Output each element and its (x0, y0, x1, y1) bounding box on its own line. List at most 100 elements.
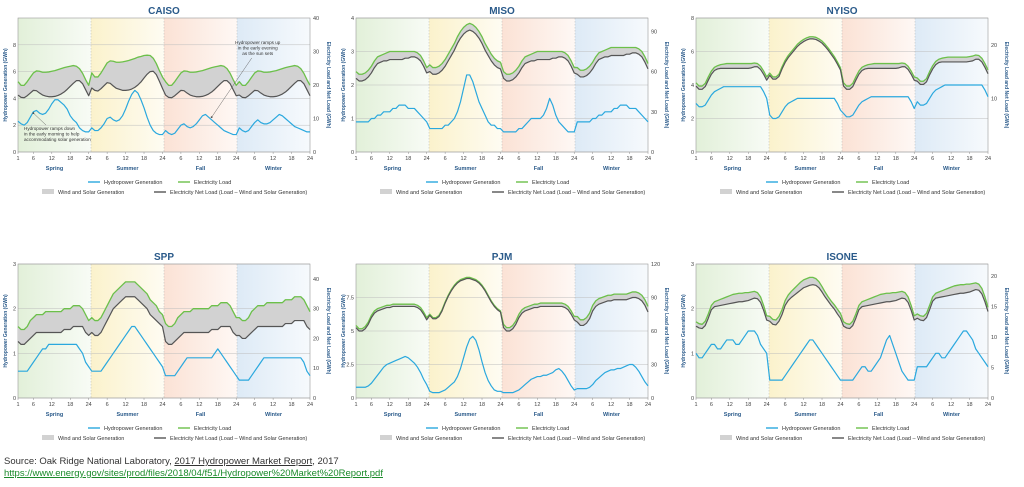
y-tick-label: 5 (351, 329, 354, 335)
y-axis-label: Hydropower Generation (GWh) (341, 48, 347, 122)
series-hydropower-line (18, 325, 311, 381)
legend-label-load: Electricity Load (532, 180, 569, 186)
season-label-fall: Fall (196, 166, 206, 172)
annotation-text: accommodating solar generation (24, 137, 91, 142)
series-wind-solar-area (356, 277, 648, 331)
season-label-winter: Winter (265, 412, 283, 418)
x-tick-label: 12 (461, 402, 467, 408)
chart-grid: CAISO 0 2 4 6 8 0 10 20 30 40 Hydropower Generation… (3, 4, 1016, 442)
x-tick-label: 6 (179, 402, 182, 408)
annotation-leader (211, 57, 252, 118)
x-tick-label: 24 (424, 402, 430, 408)
x-tick-label: 18 (479, 156, 485, 162)
season-label-summer: Summer (454, 412, 477, 418)
x-tick-label: 6 (710, 402, 713, 408)
x-tick-label: 24 (497, 156, 503, 162)
x-tick-label: 18 (819, 156, 825, 162)
y-axis-label: Hydropower Generation (GWh) (3, 294, 9, 368)
x-tick-label: 24 (764, 156, 770, 162)
y2-axis-label: Electricity Load and Net Load (GWh) (1003, 42, 1009, 129)
chart-miso: MISO 0 1 2 3 4 0 30 60 90 Hydropower Generation (G… (341, 4, 676, 214)
x-tick-label: 6 (444, 156, 447, 162)
y-tick-label: 2 (351, 83, 354, 89)
legend-label-load: Electricity Load (872, 180, 909, 186)
x-tick-label: 1 (16, 156, 19, 162)
series-hydropower-line (356, 74, 649, 133)
x-tick-label: 6 (179, 156, 182, 162)
y2-tick-label: 10 (991, 335, 997, 341)
annotation-text: Hydropower ramps up (235, 40, 281, 45)
y-tick-label: 3 (691, 262, 694, 268)
x-tick-label: 6 (106, 156, 109, 162)
y2-tick-label: 30 (651, 110, 657, 116)
x-tick-label: 18 (405, 156, 411, 162)
series-hydropower-line (17, 89, 310, 136)
y-tick-label: 8 (691, 16, 694, 22)
y-tick-label: 2 (691, 117, 694, 123)
annotation-leader (33, 112, 47, 126)
y-tick-label: 6 (13, 70, 16, 76)
annotation-point (210, 116, 213, 119)
series-net-load-line (17, 296, 311, 346)
series-net-load-line (355, 29, 649, 82)
x-tick-label: 12 (270, 156, 276, 162)
y2-tick-label: 10 (991, 96, 997, 102)
y-tick-label: 3 (13, 262, 16, 268)
x-tick-label: 6 (370, 156, 373, 162)
x-tick-label: 12 (387, 156, 393, 162)
y2-tick-label: 20 (313, 336, 319, 342)
series-hydropower-line (695, 330, 989, 381)
x-tick-label: 12 (123, 402, 129, 408)
y2-tick-label: 30 (651, 363, 657, 369)
legend: Hydropower Generation Electricity Load Win… (42, 426, 307, 442)
y2-axis-label: Electricity Load and Net Load (GWh) (663, 288, 669, 375)
x-tick-label: 18 (405, 402, 411, 408)
legend-label-netload: Electricity Net Load (Load – Wind and So… (848, 436, 985, 442)
source-url-link[interactable]: https://www.energy.gov/sites/prod/files/… (4, 468, 383, 479)
x-tick-label: 18 (288, 402, 294, 408)
chart-title: ISONE (826, 252, 857, 263)
legend-label-fill: Wind and Solar Generation (58, 436, 124, 442)
y2-axis-label: Electricity Load and Net Load (GWh) (1003, 288, 1009, 375)
y-tick-label: 0 (691, 150, 694, 156)
x-tick-label: 12 (196, 156, 202, 162)
x-tick-label: 1 (694, 156, 697, 162)
chart-title: MISO (489, 6, 515, 17)
series-net-load-line (355, 277, 649, 332)
y-tick-label: 4 (351, 16, 354, 22)
season-label-spring: Spring (724, 412, 741, 418)
season-label-spring: Spring (724, 166, 741, 172)
x-tick-label: 12 (196, 402, 202, 408)
y2-tick-label: 20 (991, 43, 997, 49)
x-tick-label: 24 (985, 156, 991, 162)
season-label-fall: Fall (874, 412, 884, 418)
season-band-fall (842, 264, 915, 398)
x-tick-label: 18 (67, 156, 73, 162)
x-tick-label: 18 (67, 402, 73, 408)
chart-title: CAISO (148, 6, 180, 17)
season-label-fall: Fall (534, 412, 544, 418)
y-tick-label: 4 (691, 83, 694, 89)
chart-title: SPP (154, 252, 174, 263)
x-tick-label: 12 (948, 402, 954, 408)
x-tick-label: 6 (444, 402, 447, 408)
x-tick-label: 12 (801, 402, 807, 408)
legend-label-fill: Wind and Solar Generation (396, 436, 462, 442)
x-tick-label: 18 (141, 156, 147, 162)
y2-tick-label: 5 (991, 366, 994, 372)
x-tick-label: 1 (354, 402, 357, 408)
legend-label-fill: Wind and Solar Generation (58, 190, 124, 196)
y-tick-label: 2.5 (346, 363, 354, 369)
source-prefix: Source: Oak Ridge National Laboratory, (4, 456, 175, 467)
season-label-spring: Spring (46, 166, 63, 172)
source-report-title: 2017 Hydropower Market Report (174, 456, 313, 467)
chart-nyiso: NYISO 0 2 4 6 8 10 20 Hydropower Generation (GWh… (681, 4, 1016, 214)
series-net-load-line (695, 38, 989, 90)
x-tick-label: 24 (233, 402, 239, 408)
legend-label-hydro: Hydropower Generation (782, 180, 840, 186)
